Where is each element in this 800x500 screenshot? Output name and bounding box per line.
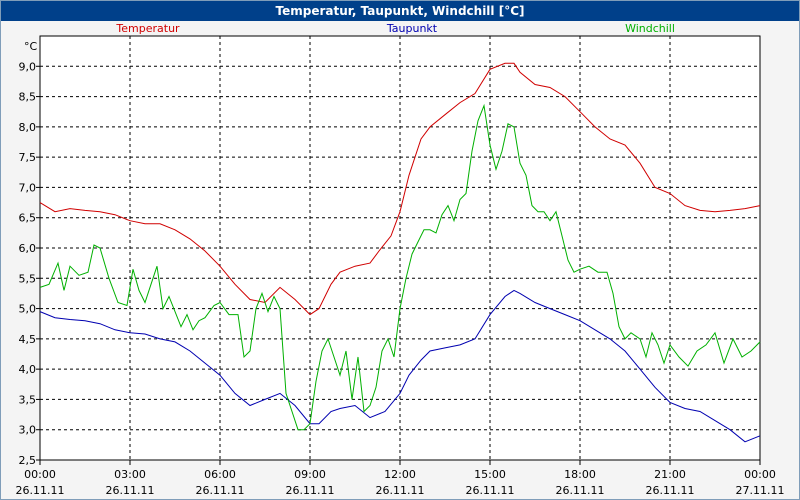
chart-title: Temperatur, Taupunkt, Windchill [°C] bbox=[1, 1, 799, 21]
x-tick-date: 26.11.11 bbox=[106, 484, 155, 497]
x-tick-time: 06:00 bbox=[204, 468, 236, 481]
y-tick-label: 6,0 bbox=[19, 242, 37, 255]
x-tick-date: 26.11.11 bbox=[16, 484, 65, 497]
series-line-taupunkt bbox=[39, 289, 761, 443]
x-tick-date: 26.11.11 bbox=[376, 484, 425, 497]
y-tick-label: 4,5 bbox=[19, 333, 37, 346]
y-tick-label: 7,0 bbox=[19, 181, 37, 194]
x-tick-date: 26.11.11 bbox=[286, 484, 335, 497]
y-tick-label: 2,5 bbox=[19, 454, 37, 467]
y-axis-ticks: 2,5 3,0 3,5 4,0 4,5 5,0 5,5 6,0 6,5 7,0 7,5 8,0 8,5 9… bbox=[19, 60, 40, 467]
legend-entry-temperatur: Temperatur bbox=[115, 22, 180, 35]
y-tick-label: 4,0 bbox=[19, 363, 37, 376]
legend-entry-windchill: Windchill bbox=[625, 22, 675, 35]
y-tick-label: 5,5 bbox=[19, 272, 37, 285]
grid-lines bbox=[40, 36, 760, 460]
legend-entry-taupunkt: Taupunkt bbox=[386, 22, 438, 35]
y-tick-label: 8,5 bbox=[19, 91, 37, 104]
x-tick-time: 12:00 bbox=[384, 468, 416, 481]
x-tick-time: 15:00 bbox=[474, 468, 506, 481]
x-tick-time: 00:00 bbox=[744, 468, 776, 481]
x-tick-date: 26.11.11 bbox=[196, 484, 245, 497]
x-tick-time: 18:00 bbox=[564, 468, 596, 481]
series-lines bbox=[39, 62, 761, 443]
y-tick-label: 5,0 bbox=[19, 303, 37, 316]
series-line-windchill bbox=[39, 103, 761, 431]
x-tick-date: 26.11.11 bbox=[466, 484, 515, 497]
x-tick-date: 27.11.11 bbox=[736, 484, 785, 497]
legend: Temperatur Taupunkt Windchill bbox=[115, 22, 675, 35]
x-axis-ticks: 00:00 26.11.11 03:00 26.11.11 06:00 26.11.11 0… bbox=[16, 460, 785, 497]
y-tick-label: 9,0 bbox=[19, 60, 37, 73]
y-tick-label: 3,5 bbox=[19, 393, 37, 406]
x-tick-time: 09:00 bbox=[294, 468, 326, 481]
series-line-temperatur bbox=[39, 62, 761, 316]
y-axis-unit: °C bbox=[24, 40, 38, 53]
y-tick-label: 6,5 bbox=[19, 212, 37, 225]
x-tick-date: 26.11.11 bbox=[646, 484, 695, 497]
x-tick-time: 00:00 bbox=[24, 468, 56, 481]
y-tick-label: 3,0 bbox=[19, 424, 37, 437]
y-tick-label: 7,5 bbox=[19, 151, 37, 164]
x-tick-date: 26.11.11 bbox=[556, 484, 605, 497]
y-tick-label: 8,0 bbox=[19, 121, 37, 134]
x-tick-time: 21:00 bbox=[654, 468, 686, 481]
x-tick-time: 03:00 bbox=[114, 468, 146, 481]
